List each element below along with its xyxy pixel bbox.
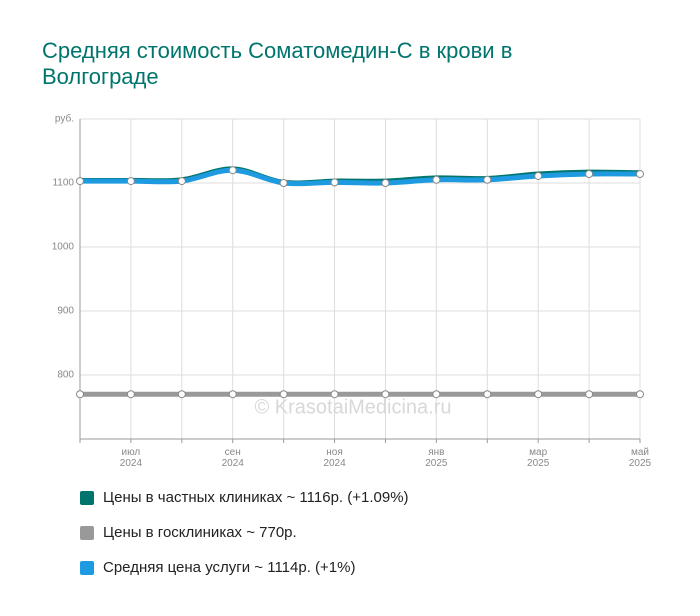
series-line bbox=[77, 167, 643, 187]
point bbox=[636, 170, 644, 179]
legend-swatch bbox=[80, 560, 94, 575]
y-tick-label: руб. bbox=[55, 113, 74, 125]
point bbox=[381, 179, 390, 187]
legend-label: Цены в частных клиниках ~ 1116р. (+1.09%… bbox=[103, 489, 409, 506]
x-tick-label: мар 2025 bbox=[527, 447, 550, 469]
legend-swatch bbox=[80, 525, 94, 540]
x-tick-label: май 2025 bbox=[628, 447, 652, 469]
x-tick-label: янв 2025 bbox=[425, 447, 448, 469]
point bbox=[483, 390, 492, 399]
point bbox=[177, 390, 186, 399]
point bbox=[279, 179, 288, 187]
legend-swatch bbox=[80, 490, 94, 505]
point bbox=[483, 175, 492, 184]
y-tick-label: 900 bbox=[57, 306, 74, 317]
point bbox=[330, 178, 339, 187]
y-tick-label: 1000 bbox=[52, 242, 75, 253]
point bbox=[330, 390, 339, 399]
x-tick-label: июл 2024 bbox=[119, 447, 143, 469]
point bbox=[228, 390, 237, 399]
point bbox=[76, 390, 84, 399]
point bbox=[126, 177, 135, 186]
point bbox=[381, 390, 390, 399]
y-tick-label: 800 bbox=[57, 370, 74, 381]
point bbox=[126, 390, 135, 399]
point bbox=[534, 390, 543, 399]
watermark: © KrasotaiMedicina.ru bbox=[254, 396, 451, 418]
point bbox=[432, 175, 441, 184]
point bbox=[177, 177, 186, 186]
legend-item: Цены в госклиниках ~ 770р. bbox=[80, 524, 297, 541]
legend-label: Цены в госклиниках ~ 770р. bbox=[103, 524, 297, 541]
legend-item: Средняя цена услуги ~ 1114р. (+1%) bbox=[80, 559, 355, 576]
point bbox=[636, 390, 644, 399]
point bbox=[585, 390, 594, 399]
point bbox=[228, 166, 237, 175]
point bbox=[585, 170, 594, 179]
chart-title: Средняя стоимость Соматомедин-С в крови … bbox=[42, 38, 513, 89]
legend-label: Средняя цена услуги ~ 1114р. (+1%) bbox=[103, 559, 356, 576]
point bbox=[279, 390, 288, 399]
point bbox=[432, 390, 441, 399]
legend-item: Цены в частных клиниках ~ 1116р. (+1.09%… bbox=[80, 489, 409, 506]
point bbox=[76, 177, 84, 186]
x-tick-label: сен 2024 bbox=[221, 447, 244, 469]
y-tick-label: 1100 bbox=[52, 178, 74, 189]
x-tick-label: ноя 2024 bbox=[323, 447, 346, 469]
point bbox=[534, 171, 543, 180]
